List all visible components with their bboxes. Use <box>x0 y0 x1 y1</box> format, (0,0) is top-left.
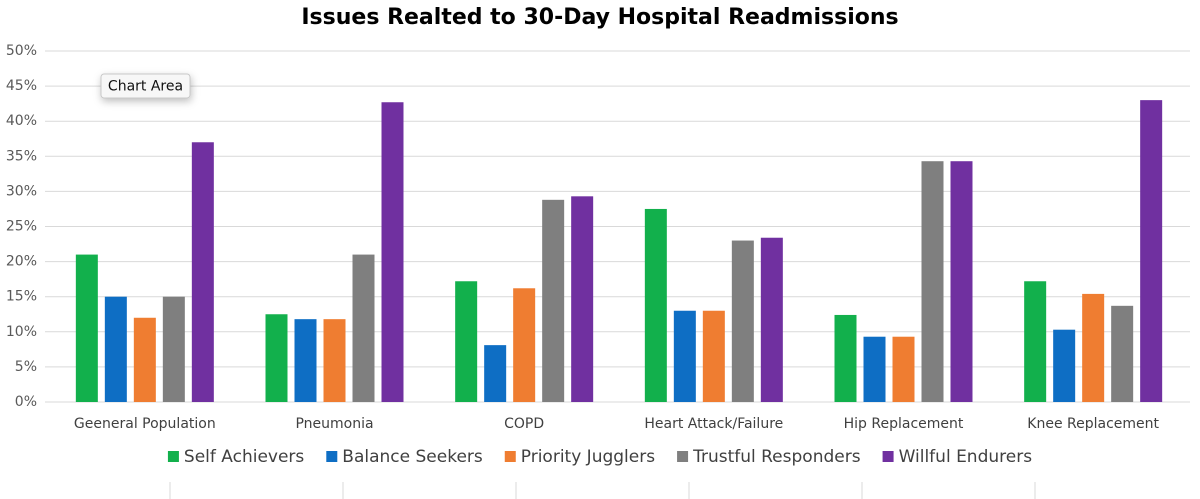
tooltip-text: Chart Area <box>108 79 183 95</box>
legend-label: Willful Endurers <box>899 447 1033 467</box>
bar <box>1111 305 1134 402</box>
legend-swatch <box>326 451 338 462</box>
bar <box>191 142 214 402</box>
bar <box>352 254 375 402</box>
legend-label: Trustful Responders <box>692 447 861 467</box>
x-tick-label: Heart Attack/Failure <box>644 416 783 432</box>
y-tick-label: 20% <box>6 254 37 270</box>
bar <box>1140 100 1163 402</box>
bar <box>484 345 507 402</box>
bar <box>265 314 288 402</box>
legend-label: Self Achievers <box>184 447 305 467</box>
bar <box>542 199 565 402</box>
y-tick-label: 10% <box>6 324 37 340</box>
bar <box>323 319 346 402</box>
x-tick-label: COPD <box>504 416 544 432</box>
x-tick-label: Hip Replacement <box>844 416 964 432</box>
bar <box>513 288 536 402</box>
bar <box>1082 293 1105 402</box>
bar <box>673 310 696 402</box>
bar <box>702 310 725 402</box>
legend-swatch <box>504 451 516 462</box>
y-tick-label: 40% <box>6 113 37 129</box>
y-tick-label: 5% <box>15 359 37 375</box>
legend-label: Balance Seekers <box>342 447 483 467</box>
table-dividers <box>169 482 1036 499</box>
bar <box>863 336 886 402</box>
bar <box>921 161 944 402</box>
y-tick-label: 50% <box>6 43 37 59</box>
chart-title: Issues Realted to 30-Day Hospital Readmi… <box>301 5 898 30</box>
bar <box>834 314 857 402</box>
y-tick-label: 35% <box>6 148 37 164</box>
x-tick-label: Pneumonia <box>295 416 373 432</box>
bar <box>162 296 185 402</box>
legend-swatch <box>677 451 689 462</box>
tooltip: Chart Area <box>100 73 191 99</box>
legend-swatch <box>167 451 179 462</box>
y-tick-label: 0% <box>15 394 37 410</box>
bar <box>381 102 404 402</box>
x-tick-label: Geeneral Population <box>74 416 216 432</box>
bar <box>644 208 667 402</box>
bar <box>950 161 973 402</box>
bar <box>760 237 783 402</box>
bar <box>104 296 127 402</box>
bar <box>892 336 915 402</box>
bar <box>571 196 594 402</box>
bar <box>731 240 754 402</box>
bar <box>1024 281 1047 402</box>
legend: Self Achievers Balance Seekers Priority Ju… <box>167 447 1033 467</box>
bar <box>133 317 156 402</box>
y-tick-label: 45% <box>6 78 37 94</box>
legend-swatch <box>882 451 894 462</box>
legend-label: Priority Jugglers <box>521 447 655 467</box>
y-tick-label: 25% <box>6 219 37 235</box>
x-tick-label: Knee Replacement <box>1027 416 1159 432</box>
bar <box>1053 329 1076 402</box>
bar <box>455 281 478 402</box>
bar <box>75 254 98 402</box>
bar <box>294 319 317 402</box>
y-tick-label: 15% <box>6 289 37 305</box>
y-tick-label: 30% <box>6 183 37 199</box>
tooltip-box <box>100 73 191 99</box>
